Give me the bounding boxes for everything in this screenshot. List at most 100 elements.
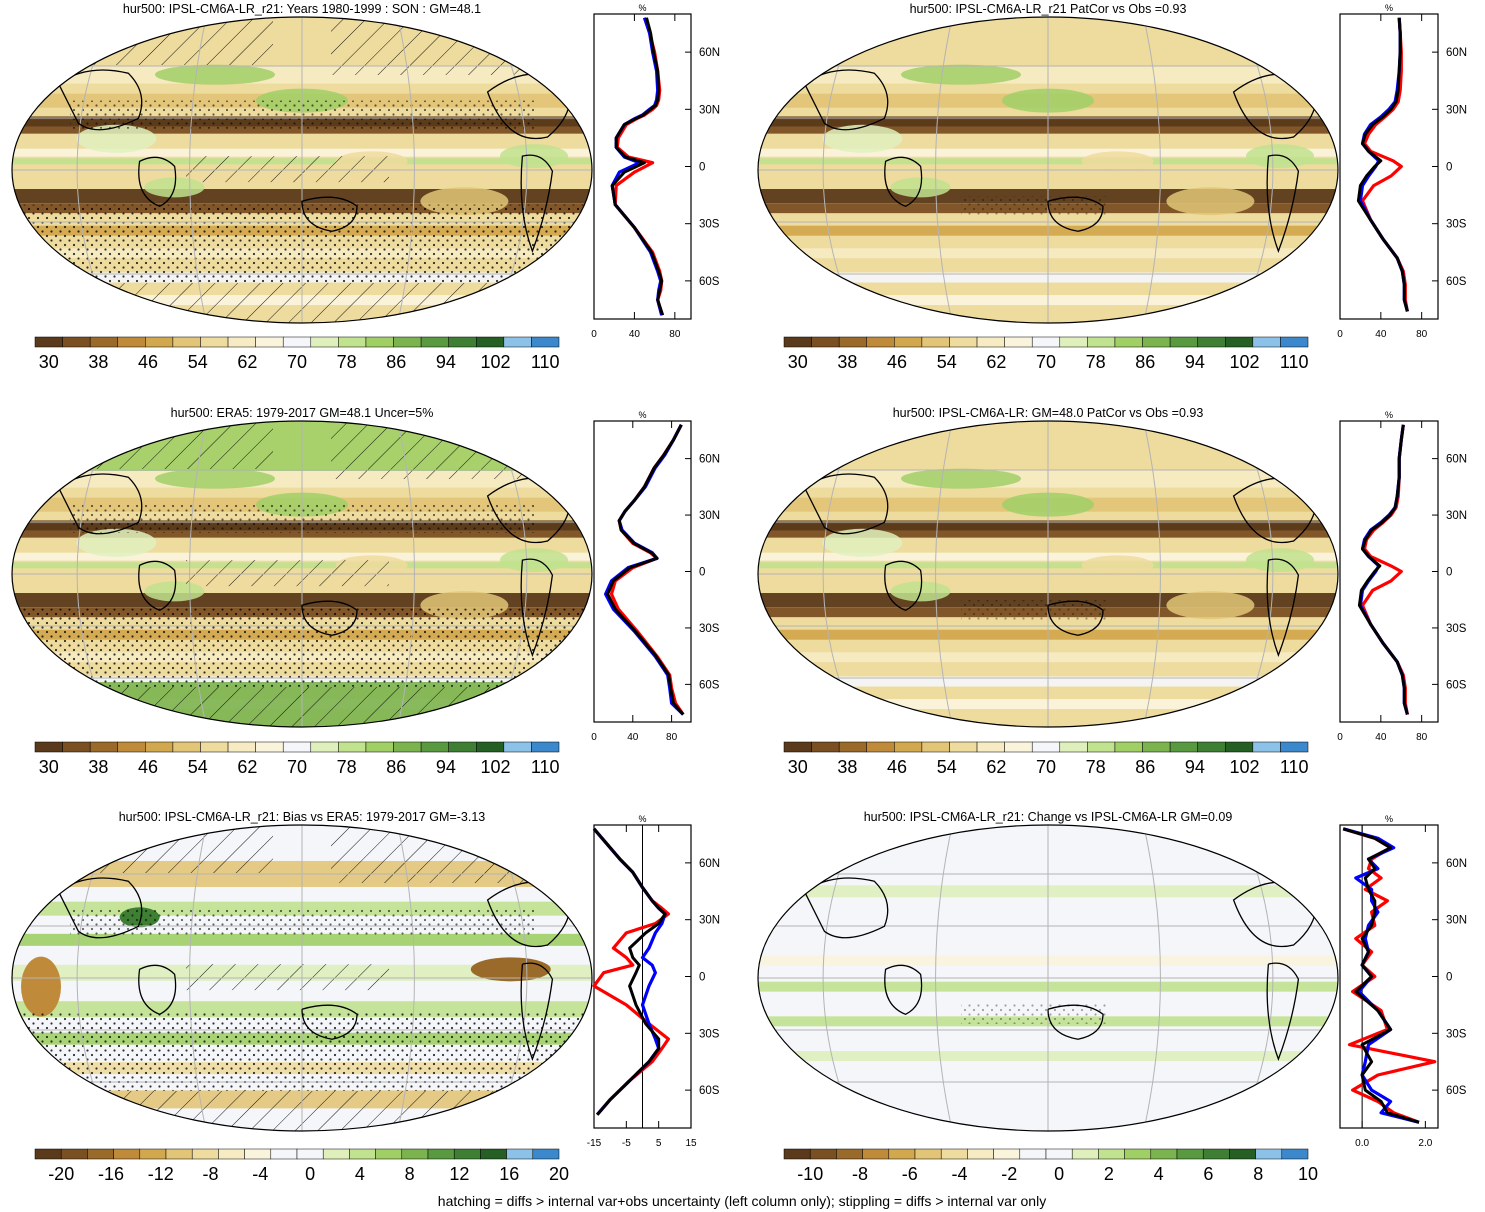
colorbar-tick-label: 30: [39, 757, 59, 777]
colorbar-tick-label: 20: [549, 1164, 569, 1184]
profile-lat-label: 60S: [1446, 679, 1467, 691]
profile-lat-label: 60N: [1446, 858, 1467, 870]
profile-x-tick: 40: [1375, 329, 1387, 340]
colorbar-tick-label: 86: [386, 352, 406, 372]
colorbar-tick-label: 86: [1135, 757, 1155, 777]
colorbar-tick-label: 30: [788, 757, 808, 777]
profile-x-tick: 0: [1337, 732, 1343, 743]
zonal-profile-3: % 0 40 80 60N 30N 0 30S 60S: [591, 410, 720, 743]
colorbar-tick-label: 4: [1154, 1164, 1164, 1184]
colorbar-tick-label: 70: [287, 757, 307, 777]
profile-unit: %: [1385, 814, 1393, 824]
colorbar-tick-label: 102: [1230, 757, 1260, 777]
profile-lat-label: 60S: [699, 1085, 720, 1097]
colorbar-tick-label: 46: [887, 352, 907, 372]
profile-lat-label: 30S: [699, 623, 720, 635]
colorbar-tick-label: 78: [337, 757, 357, 777]
profile-x-tick: 80: [1416, 329, 1428, 340]
colorbar-tick-label: 70: [1036, 352, 1056, 372]
map-panel-5: [11, 824, 593, 1132]
colorbar-3: 30 38 46 54 62 70 78 86 94 102 110: [34, 741, 560, 777]
colorbar-tick-label: 94: [1185, 757, 1205, 777]
colorbar-tick-label: 62: [237, 757, 257, 777]
colorbar-tick-label: 78: [337, 352, 357, 372]
colorbar-tick-label: 70: [1036, 757, 1056, 777]
profile-lat-label: 30S: [1446, 219, 1467, 231]
colorbar-tick-label: 2: [1104, 1164, 1114, 1184]
profile-unit: %: [638, 410, 646, 420]
colorbar-tick-label: 78: [1086, 352, 1106, 372]
colorbar-tick-label: 6: [1203, 1164, 1213, 1184]
profile-lat-label: 30N: [699, 915, 720, 927]
profile-lat-label: 60S: [1446, 276, 1467, 288]
colorbar-tick-label: 46: [138, 352, 158, 372]
colorbar-tick-label: 46: [887, 757, 907, 777]
profile-lat-label: 60N: [1446, 47, 1467, 59]
colorbar-tick-label: 38: [837, 352, 857, 372]
colorbar-tick-label: -8: [852, 1164, 868, 1184]
colorbar-tick-label: 62: [237, 352, 257, 372]
colorbar-tick-label: -12: [148, 1164, 174, 1184]
profile-series-3: [1342, 827, 1420, 1124]
profile-series-3: [1357, 424, 1409, 715]
profile-lat-label: 30S: [1446, 1028, 1467, 1040]
colorbar-tick-label: 86: [386, 757, 406, 777]
colorbar-tick-label: -6: [902, 1164, 918, 1184]
profile-x-tick: 80: [666, 732, 678, 743]
colorbar-tick-label: 0: [305, 1164, 315, 1184]
colorbar-tick-label: 110: [531, 352, 560, 372]
profile-x-tick: 80: [1416, 732, 1428, 743]
colorbar-tick-label: 54: [188, 757, 208, 777]
panel-title-6: hur500: IPSL-CM6A-LR_r21: Change vs IPSL…: [864, 810, 1233, 824]
profile-lat-label: 30N: [1446, 915, 1467, 927]
colorbar-tick-label: 16: [499, 1164, 519, 1184]
profile-lat-label: 60S: [699, 276, 720, 288]
colorbar-tick-label: 8: [405, 1164, 415, 1184]
profile-x-tick: 0: [591, 732, 597, 743]
profile-lat-label: 30S: [699, 219, 720, 231]
colorbar-tick-label: 94: [436, 757, 456, 777]
profile-x-tick: -5: [622, 1138, 631, 1149]
panel-title-2: hur500: IPSL-CM6A-LR_r21 PatCor vs Obs =…: [910, 2, 1187, 16]
profile-x-tick: 0: [1337, 329, 1343, 340]
profile-series-3: [610, 17, 665, 316]
colorbar-tick-label: 38: [88, 757, 108, 777]
profile-lat-label: 30N: [1446, 104, 1467, 116]
colorbar-tick-label: 94: [436, 352, 456, 372]
colorbar-tick-label: 62: [986, 352, 1006, 372]
colorbar-tick-label: 8: [1253, 1164, 1263, 1184]
profile-x-tick: 40: [1375, 732, 1387, 743]
colorbar-tick-label: 102: [1230, 352, 1260, 372]
colorbar-tick-label: 0: [1054, 1164, 1064, 1184]
profile-x-tick: 0.0: [1355, 1138, 1369, 1149]
colorbar-tick-label: 30: [788, 352, 808, 372]
colorbar-tick-label: 110: [1280, 757, 1309, 777]
colorbar-tick-label: 54: [188, 352, 208, 372]
map-border: [11, 824, 593, 1132]
panel-title-1: hur500: IPSL-CM6A-LR_r21: Years 1980-199…: [123, 2, 481, 16]
colorbar-tick-label: -4: [252, 1164, 268, 1184]
panel-title-4: hur500: IPSL-CM6A-LR: GM=48.0 PatCor vs …: [893, 406, 1204, 420]
colorbar-tick-label: 30: [39, 352, 59, 372]
profile-lat-label: 60N: [699, 47, 720, 59]
panel-title-5: hur500: IPSL-CM6A-LR_r21: Bias vs ERA5: …: [119, 810, 486, 824]
profile-lat-label: 0: [699, 162, 705, 174]
map-border: [757, 16, 1339, 324]
profile-lat-label: 60N: [699, 454, 720, 466]
profile-lat-label: 60N: [699, 858, 720, 870]
colorbar-tick-label: 110: [1280, 352, 1309, 372]
colorbar-tick-label: 38: [88, 352, 108, 372]
colorbar-tick-label: 4: [355, 1164, 365, 1184]
profile-lat-label: 0: [1446, 162, 1452, 174]
profile-x-tick: 40: [629, 329, 641, 340]
zonal-profile-5: % -15 -5 5 15 60N 30N 0 30S 60S: [587, 814, 720, 1149]
profile-lat-label: 0: [699, 567, 705, 579]
profile-lat-label: 60N: [1446, 454, 1467, 466]
profile-x-tick: 5: [656, 1138, 662, 1149]
profile-unit: %: [1385, 410, 1393, 420]
profile-unit: %: [1385, 3, 1393, 13]
profile-x-tick: 40: [627, 732, 639, 743]
panel-title-3: hur500: ERA5: 1979-2017 GM=48.1 Uncer=5%: [171, 406, 434, 420]
map-panel-2: [757, 16, 1339, 324]
